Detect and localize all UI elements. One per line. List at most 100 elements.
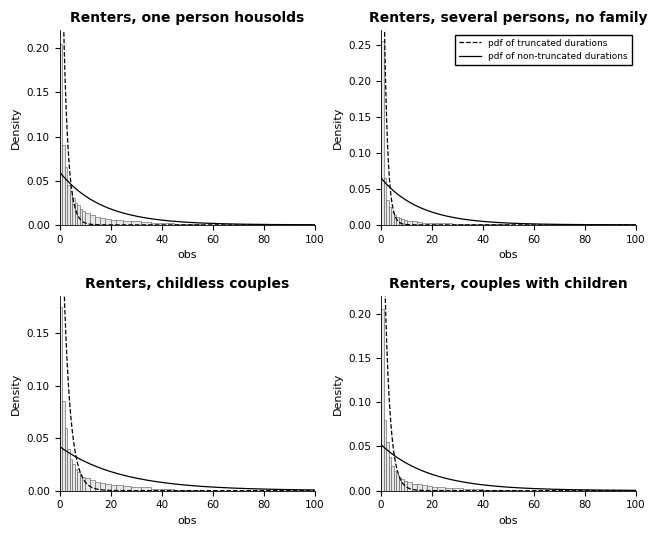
Bar (453, 488, 463, 491)
Bar (422, 485, 427, 491)
Bar (389, 207, 392, 225)
X-axis label: obs: obs (177, 250, 196, 260)
Bar (83, 211, 85, 225)
Bar (404, 220, 407, 225)
Bar (70, 191, 72, 225)
Bar (437, 223, 445, 225)
Bar (412, 483, 417, 491)
Bar (85, 213, 90, 225)
Bar (386, 200, 389, 225)
Bar (60, 43, 62, 225)
Bar (105, 219, 110, 225)
Bar (396, 217, 399, 225)
X-axis label: obs: obs (499, 516, 518, 526)
Bar (445, 488, 453, 491)
Bar (151, 223, 162, 225)
Bar (483, 224, 496, 225)
Bar (151, 489, 162, 491)
Bar (396, 475, 399, 491)
Bar (404, 481, 407, 491)
Bar (62, 146, 64, 225)
Bar (83, 477, 85, 491)
Bar (90, 215, 95, 225)
Bar (496, 224, 509, 225)
Bar (64, 168, 67, 225)
Bar (70, 459, 72, 491)
Bar (432, 487, 437, 491)
Bar (124, 487, 131, 491)
Bar (401, 479, 404, 491)
Bar (101, 483, 105, 491)
Bar (80, 209, 83, 225)
Bar (162, 489, 174, 491)
Bar (509, 490, 521, 491)
Bar (417, 222, 422, 225)
Y-axis label: Density: Density (11, 106, 21, 149)
Bar (427, 486, 432, 491)
Bar (78, 206, 80, 225)
Bar (417, 484, 422, 491)
Title: Renters, couples with children: Renters, couples with children (389, 277, 628, 291)
Bar (90, 480, 95, 491)
Bar (162, 223, 174, 225)
Bar (105, 484, 110, 491)
Bar (187, 224, 200, 225)
Bar (141, 222, 151, 225)
Bar (412, 221, 417, 225)
Bar (72, 198, 75, 225)
X-axis label: obs: obs (177, 516, 196, 526)
Y-axis label: Density: Density (332, 106, 343, 149)
Bar (407, 221, 412, 225)
Bar (389, 457, 392, 491)
Bar (101, 218, 105, 225)
Bar (407, 482, 412, 491)
Bar (473, 224, 483, 225)
Bar (116, 221, 124, 225)
Bar (394, 471, 396, 491)
Bar (80, 475, 83, 491)
Bar (110, 220, 116, 225)
X-axis label: obs: obs (499, 250, 518, 260)
Bar (483, 490, 496, 491)
Bar (427, 223, 432, 225)
Bar (422, 223, 427, 225)
Bar (392, 466, 394, 491)
Bar (384, 420, 386, 491)
Legend: pdf of truncated durations, pdf of non-truncated durations: pdf of truncated durations, pdf of non-t… (455, 35, 631, 64)
Bar (399, 219, 401, 225)
Bar (75, 469, 78, 491)
Bar (174, 490, 187, 491)
Bar (381, 309, 384, 491)
Bar (85, 478, 90, 491)
Title: Renters, childless couples: Renters, childless couples (85, 277, 289, 291)
Bar (78, 471, 80, 491)
Y-axis label: Density: Density (332, 372, 343, 415)
Bar (174, 224, 187, 225)
Bar (116, 485, 124, 491)
Title: Renters, one person housolds: Renters, one person housolds (70, 11, 304, 25)
Bar (445, 223, 453, 225)
Bar (67, 448, 70, 491)
Bar (60, 307, 62, 491)
Bar (437, 487, 445, 491)
Bar (124, 221, 131, 225)
Bar (131, 488, 141, 491)
Title: Renters, several persons, no family: Renters, several persons, no family (369, 11, 648, 25)
Bar (394, 215, 396, 225)
Bar (141, 488, 151, 491)
Bar (72, 465, 75, 491)
Bar (453, 224, 463, 225)
Bar (64, 427, 67, 491)
Bar (75, 203, 78, 225)
Bar (463, 224, 473, 225)
Bar (432, 223, 437, 225)
Bar (62, 401, 64, 491)
Bar (381, 41, 384, 225)
Bar (384, 178, 386, 225)
Bar (386, 442, 389, 491)
Bar (187, 490, 200, 491)
Bar (95, 217, 101, 225)
Bar (463, 489, 473, 491)
Bar (95, 482, 101, 491)
Bar (392, 212, 394, 225)
